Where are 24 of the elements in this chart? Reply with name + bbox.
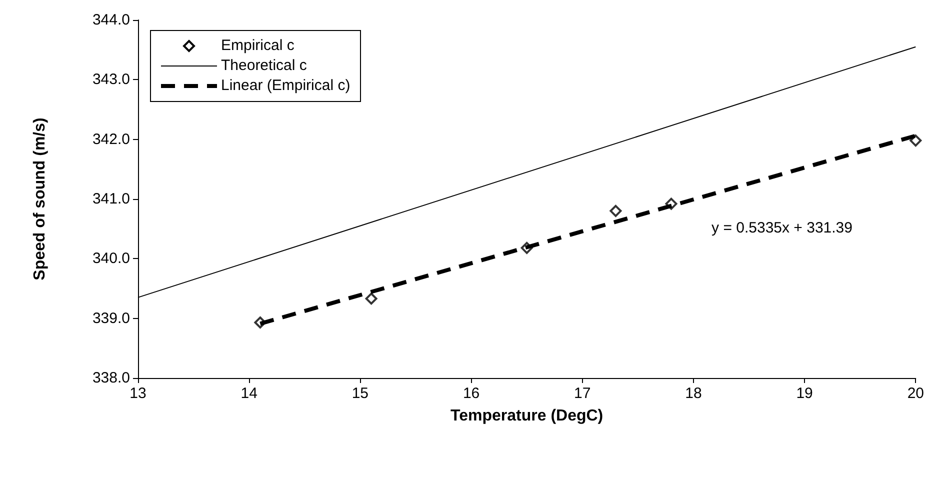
y-tick-label: 338.0 [92, 370, 130, 386]
x-tick-label: 20 [907, 385, 924, 402]
y-axis-title: Speed of sound (m/s) [32, 118, 48, 280]
point [610, 204, 622, 217]
x-tick-label: 19 [796, 385, 813, 402]
legend-label: Linear (Empirical c) [221, 76, 350, 96]
legend-label: Theoretical c [221, 56, 307, 76]
legend-label: Empirical c [221, 36, 294, 56]
y-tick-label: 339.0 [92, 310, 130, 327]
x-tick-label: 16 [462, 385, 480, 402]
y-tick-label: 344.0 [92, 12, 130, 28]
point [365, 292, 378, 305]
y-tick-label: 341.0 [92, 190, 130, 208]
x-tick-label: 17 [574, 385, 591, 402]
x-tick-label: 13 [130, 385, 146, 402]
x-axis-title: Temperature (DegC) [450, 408, 604, 424]
x-tick-label: 15 [352, 385, 369, 402]
y-tick-label: 342.0 [92, 130, 130, 148]
x-tick-label: 14 [240, 385, 258, 402]
x-tick-label: 18 [685, 385, 702, 402]
annotation: y = 0.5335x + 331.39 [712, 220, 852, 236]
y-tick-label: 343.0 [92, 71, 130, 88]
point [910, 134, 922, 147]
y-tick-label: 340.0 [92, 250, 130, 268]
